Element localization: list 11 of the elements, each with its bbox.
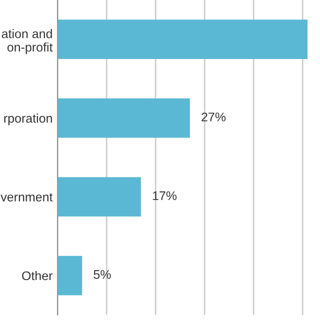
bar bbox=[58, 20, 308, 60]
data-label: 5% bbox=[94, 270, 111, 279]
y-tick-label: rporation bbox=[4, 114, 52, 126]
bar bbox=[58, 98, 190, 138]
bar bbox=[58, 256, 82, 296]
bar bbox=[58, 177, 141, 216]
y-tick-label: vernment bbox=[0, 193, 53, 202]
y-tick-label: Other bbox=[22, 270, 53, 280]
data-label: 27% bbox=[202, 112, 226, 122]
data-label: 17% bbox=[152, 191, 177, 200]
y-tick-label: ation and on-profit bbox=[2, 29, 53, 54]
